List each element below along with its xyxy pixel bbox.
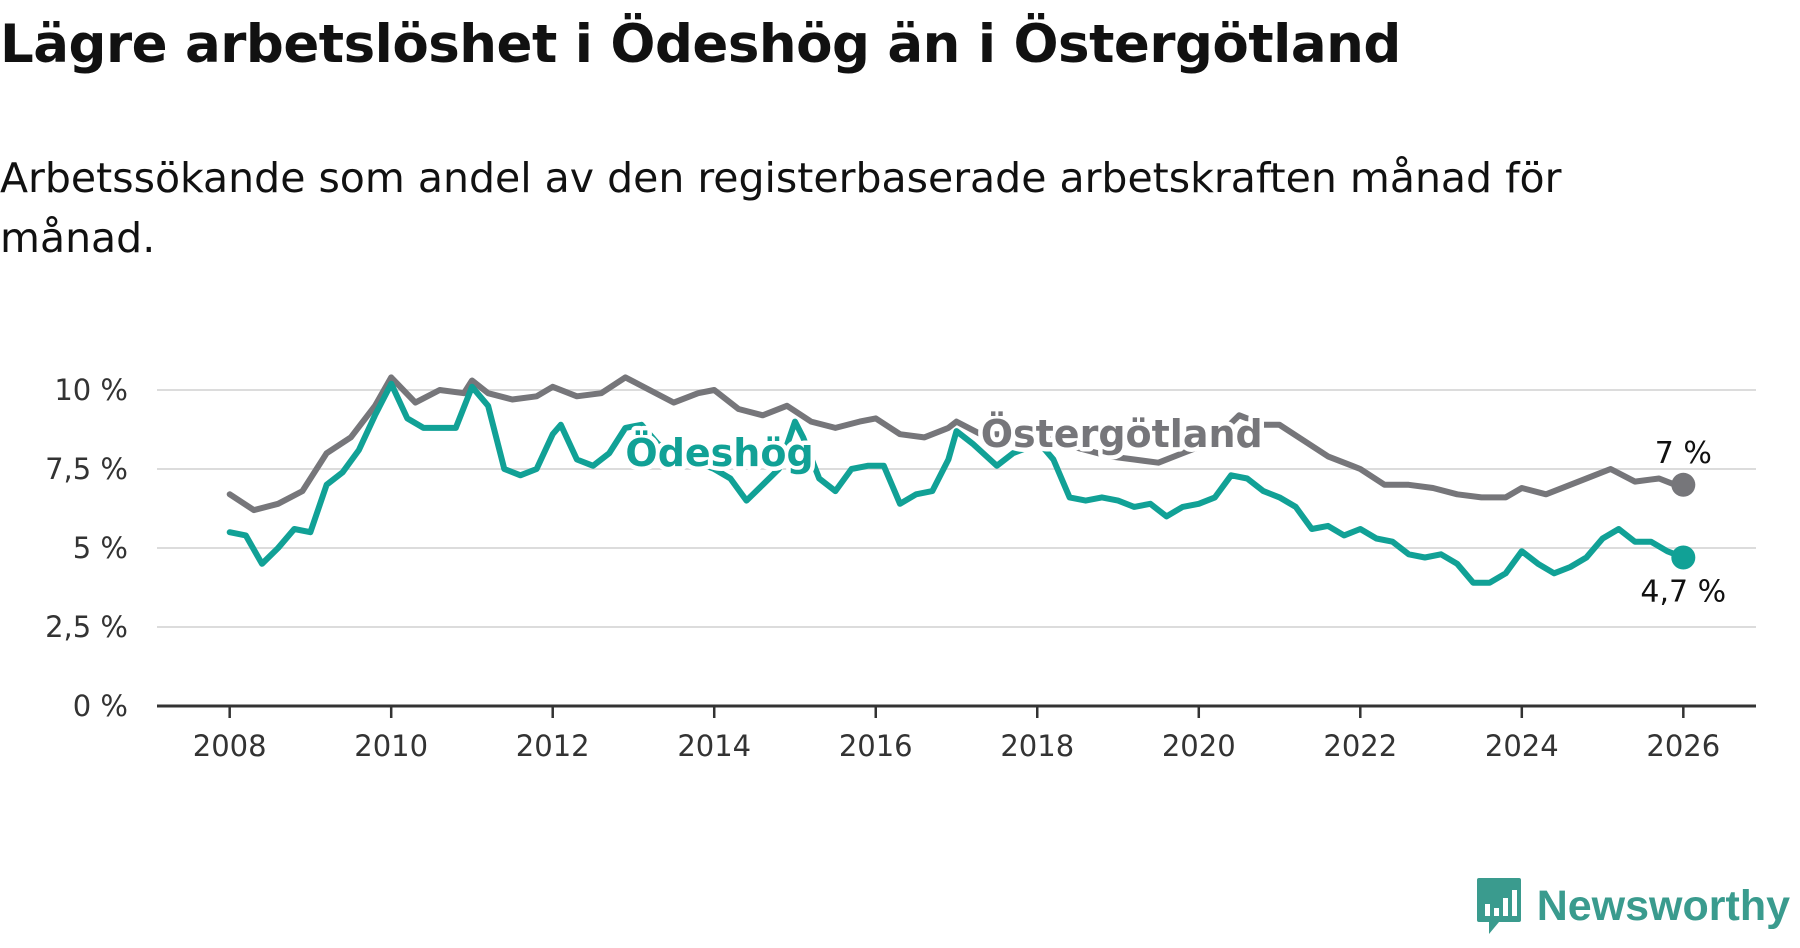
line-chart: 0 % 2,5 % 5 % 7,5 % 10 % 2008 2010 2012 2014 201…: [45, 373, 1756, 763]
series-line-Ödeshög: [226, 380, 1687, 586]
end-point-Östergötland: [1671, 472, 1696, 497]
end-value-label-ostergotland: 7 %: [1655, 436, 1712, 471]
y-tick-label: 0 %: [73, 689, 128, 723]
chart-subtitle: Arbetssökande som andel av den registerb…: [0, 154, 1562, 262]
y-tick-label: 2,5 %: [45, 610, 128, 644]
x-tick-label: 2018: [1000, 729, 1074, 763]
end-value-label-odeshog: 4,7 %: [1640, 574, 1726, 609]
series-label-odeshog: Ödeshög: [625, 431, 813, 475]
series-label-ostergotland: Östergötland: [981, 412, 1263, 456]
x-tick-label: 2022: [1323, 729, 1397, 763]
y-tick-label: 5 %: [73, 531, 128, 565]
x-tick-label: 2014: [677, 729, 751, 763]
x-tick-label: 2008: [193, 729, 267, 763]
series-line-Östergötland: [226, 374, 1687, 514]
x-axis: 2008 2010 2012 2014 2016 2018 2020 2022 2024 2026: [157, 704, 1756, 763]
x-tick-label: 2010: [354, 729, 428, 763]
end-point-Ödeshög: [1671, 545, 1696, 570]
x-tick-label: 2026: [1646, 729, 1720, 763]
brand-logo: Newsworthy: [1475, 876, 1790, 936]
y-tick-label: 7,5 %: [45, 452, 128, 486]
bar-chart-bubble-icon: [1476, 878, 1521, 934]
x-tick-label: 2024: [1485, 729, 1559, 763]
brand-name: Newsworthy: [1536, 881, 1790, 930]
x-tick-label: 2012: [516, 729, 590, 763]
x-tick-label: 2020: [1162, 729, 1236, 763]
x-tick-label: 2016: [839, 729, 913, 763]
series-labels: Östergötland Ödeshög 7 % 4,7 %: [621, 407, 1730, 613]
chart-title: Lägre arbetslöshet i Ödeshög än i Österg…: [0, 14, 1401, 75]
series-lines: [226, 374, 1696, 586]
y-tick-label: 10 %: [54, 373, 128, 407]
gridlines: 0 % 2,5 % 5 % 7,5 % 10 %: [45, 373, 1756, 723]
